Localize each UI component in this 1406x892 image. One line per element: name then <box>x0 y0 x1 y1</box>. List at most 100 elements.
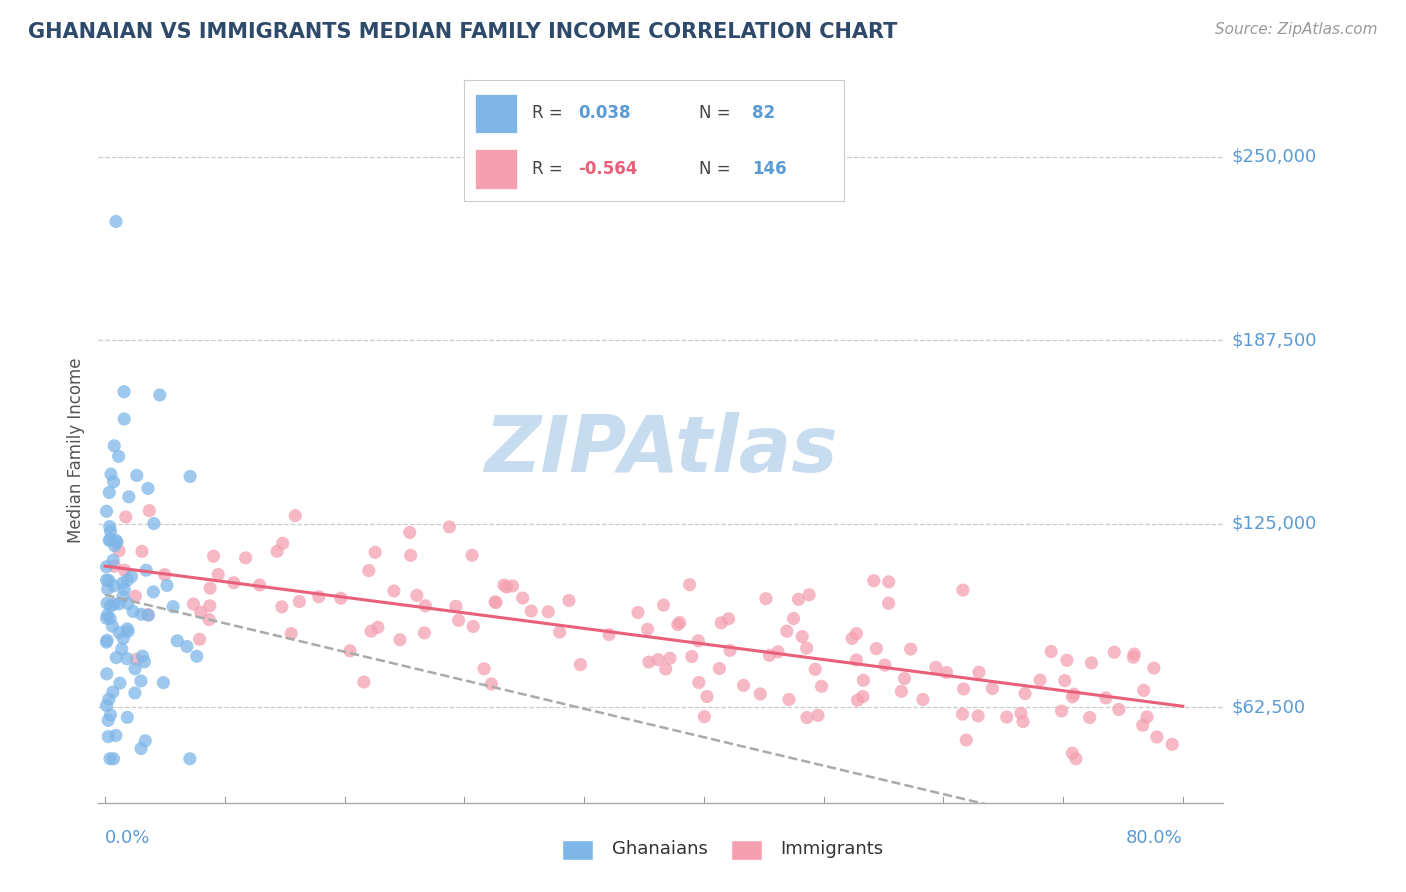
Point <box>271 536 294 550</box>
Point <box>733 678 755 692</box>
Point <box>122 605 145 619</box>
Point <box>955 733 977 747</box>
Point <box>681 649 703 664</box>
Point <box>112 412 135 426</box>
Text: 82: 82 <box>752 104 776 122</box>
Point <box>841 632 863 646</box>
Point <box>104 533 127 548</box>
Point <box>108 543 131 558</box>
Point <box>105 650 128 665</box>
Point <box>97 730 120 744</box>
Point <box>877 574 900 589</box>
Point <box>202 549 225 564</box>
Point <box>1132 683 1154 698</box>
Point <box>520 604 543 618</box>
Bar <box>475 149 517 188</box>
Point <box>1014 687 1036 701</box>
Point <box>103 475 125 489</box>
Point <box>162 599 184 614</box>
Point <box>284 508 307 523</box>
Point <box>710 615 733 630</box>
Point <box>97 714 120 728</box>
Point <box>1010 706 1032 721</box>
Point <box>810 679 832 693</box>
Point <box>103 579 125 593</box>
Point <box>101 619 124 633</box>
Point <box>149 388 172 402</box>
Point <box>666 617 689 632</box>
Point <box>688 633 710 648</box>
Point <box>129 741 152 756</box>
Point <box>461 548 484 562</box>
Point <box>1062 746 1084 760</box>
Point <box>1029 673 1052 687</box>
Point <box>138 504 160 518</box>
Point <box>339 644 361 658</box>
Point <box>112 582 135 597</box>
Point <box>890 684 912 698</box>
Point <box>124 686 146 700</box>
Point <box>100 707 122 722</box>
Point <box>96 607 118 622</box>
Point <box>688 675 710 690</box>
Point <box>1122 650 1144 665</box>
Point <box>796 641 818 656</box>
Point <box>103 752 125 766</box>
Point <box>111 576 134 591</box>
Point <box>186 649 208 664</box>
Point <box>398 525 420 540</box>
Point <box>156 578 179 592</box>
Point <box>382 584 405 599</box>
Text: $250,000: $250,000 <box>1232 148 1317 166</box>
Point <box>104 214 127 228</box>
Point <box>152 675 174 690</box>
Point <box>693 709 716 723</box>
Point <box>413 625 436 640</box>
Text: R =: R = <box>533 104 562 122</box>
Point <box>235 550 257 565</box>
Text: N =: N = <box>699 160 731 178</box>
Point <box>111 642 134 657</box>
Point <box>117 624 139 639</box>
Point <box>135 563 157 577</box>
Point <box>360 624 382 639</box>
Point <box>96 573 118 587</box>
Point <box>787 592 810 607</box>
Point <box>364 545 387 559</box>
Point <box>97 574 120 588</box>
Point <box>131 607 153 622</box>
Point <box>249 578 271 592</box>
Point <box>112 632 135 646</box>
Point <box>463 619 485 633</box>
Point <box>718 643 741 657</box>
Point <box>101 553 124 567</box>
Point <box>749 687 772 701</box>
Point <box>415 599 437 613</box>
Point <box>103 597 125 611</box>
Point <box>967 709 990 723</box>
Point <box>862 574 884 588</box>
Point <box>766 645 789 659</box>
Text: GHANAIAN VS IMMIGRANTS MEDIAN FAMILY INCOME CORRELATION CHART: GHANAIAN VS IMMIGRANTS MEDIAN FAMILY INC… <box>28 22 897 42</box>
Point <box>131 649 153 664</box>
Point <box>188 632 211 647</box>
Point <box>114 563 136 577</box>
Point <box>877 596 900 610</box>
Point <box>198 599 221 613</box>
Point <box>911 692 934 706</box>
Point <box>357 564 380 578</box>
Point <box>270 599 292 614</box>
Point <box>98 485 121 500</box>
Point <box>447 613 470 627</box>
Point <box>807 708 830 723</box>
Point <box>717 612 740 626</box>
Point <box>439 520 461 534</box>
Point <box>485 595 508 609</box>
Point <box>288 594 311 608</box>
Point <box>103 439 125 453</box>
Point <box>131 544 153 558</box>
Point <box>100 599 122 613</box>
Point <box>405 588 427 602</box>
Point <box>108 625 131 640</box>
Point <box>142 585 165 599</box>
